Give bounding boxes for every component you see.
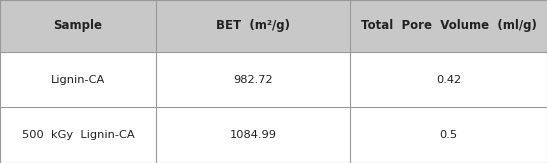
Text: BET  (m²/g): BET (m²/g) (216, 20, 290, 32)
Text: 500  kGy  Lignin-CA: 500 kGy Lignin-CA (22, 130, 134, 140)
Text: Lignin-CA: Lignin-CA (51, 75, 105, 85)
Bar (0, 52, 547, 108)
Text: 982.72: 982.72 (233, 75, 273, 85)
Text: Sample: Sample (54, 20, 102, 32)
Text: Total  Pore  Volume  (ml/g): Total Pore Volume (ml/g) (360, 20, 537, 32)
Text: 0.42: 0.42 (436, 75, 461, 85)
Bar (0, 0, 547, 52)
Text: 0.5: 0.5 (439, 130, 458, 140)
Text: 1084.99: 1084.99 (230, 130, 276, 140)
Bar (0, 108, 547, 163)
